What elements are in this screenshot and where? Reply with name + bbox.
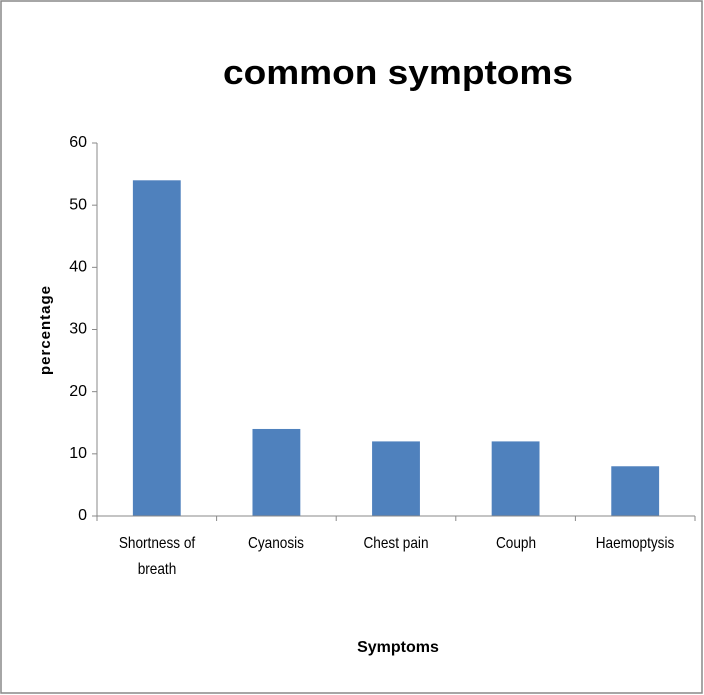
y-tick-label: 50 <box>69 196 87 213</box>
bar <box>372 441 420 516</box>
y-tick-label: 30 <box>69 321 87 338</box>
y-tick-label: 60 <box>69 134 87 151</box>
y-tick-label: 40 <box>69 259 87 276</box>
y-tick-label: 0 <box>78 507 87 524</box>
chart-title: common symptoms <box>223 54 573 92</box>
bar <box>132 180 181 517</box>
bar <box>252 428 301 516</box>
x-tick-label: Haemoptysis <box>595 535 675 552</box>
bar <box>611 466 660 516</box>
x-tick-label: Couph <box>495 535 536 552</box>
y-axis-label: percentage <box>37 285 54 375</box>
x-axis-label: Symptoms <box>357 639 439 656</box>
x-tick-label: Cyanosis <box>248 535 305 552</box>
y-tick-label: 10 <box>69 445 87 462</box>
y-tick-label: 20 <box>69 383 87 400</box>
bar <box>491 441 540 516</box>
x-tick-label: Shortness of breath <box>118 535 195 578</box>
x-tick-label: Chest pain <box>363 535 429 552</box>
